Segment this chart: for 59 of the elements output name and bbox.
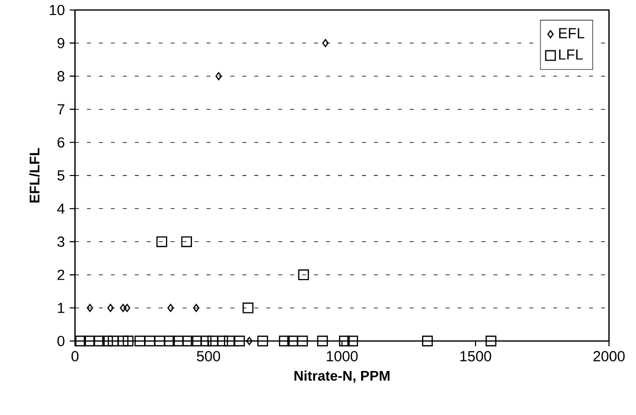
point <box>94 336 105 346</box>
point <box>322 39 329 48</box>
point <box>156 236 168 248</box>
y-tick-label: 1 <box>58 302 64 313</box>
point <box>347 336 358 346</box>
point <box>144 336 156 346</box>
point <box>339 336 350 346</box>
point <box>422 336 433 346</box>
point <box>297 336 308 346</box>
point <box>298 269 309 280</box>
point <box>122 336 134 346</box>
point <box>217 336 228 346</box>
point <box>246 336 253 346</box>
point <box>102 336 113 346</box>
point <box>287 336 298 346</box>
y-tick-label: 7 <box>58 104 64 114</box>
y-tick-label: 8 <box>57 71 64 82</box>
point <box>124 304 130 312</box>
y-tick-label: 9 <box>58 38 64 48</box>
legend-label: LFL <box>559 50 583 60</box>
y-tick-label: 5 <box>57 170 64 181</box>
point <box>317 336 328 346</box>
point <box>242 302 254 314</box>
point <box>215 72 222 80</box>
point <box>200 336 212 346</box>
legend-label: EFL <box>559 28 584 38</box>
point <box>86 304 94 312</box>
point <box>181 236 192 248</box>
x-tick-label: 500 <box>196 351 220 362</box>
x-tick-label: 2000 <box>593 351 625 362</box>
point <box>120 304 126 312</box>
point <box>193 304 200 312</box>
x-tick-label: 0 <box>72 351 78 362</box>
point <box>84 336 95 346</box>
point <box>182 336 194 346</box>
y-tick-label: 6 <box>58 137 64 148</box>
point <box>234 336 245 346</box>
y-tick-label: 0 <box>57 336 64 346</box>
y-tick-label: 10 <box>50 4 64 16</box>
y-tick-label: 2 <box>58 270 64 280</box>
point <box>134 336 146 346</box>
point <box>257 336 268 346</box>
x-tick-label: 1500 <box>460 351 492 362</box>
x-axis-title: Nitrate-N, PPM <box>294 370 390 383</box>
y-tick-label: 4 <box>57 204 65 214</box>
y-tick-label: 3 <box>57 236 64 247</box>
point <box>486 336 496 346</box>
x-tick-label: 1000 <box>326 351 358 362</box>
point <box>207 336 218 346</box>
point <box>224 336 235 346</box>
point <box>190 336 202 346</box>
point <box>154 336 166 346</box>
point <box>108 336 119 346</box>
point <box>172 336 184 346</box>
point <box>278 336 290 346</box>
point <box>164 336 175 346</box>
point <box>107 304 114 312</box>
point <box>167 304 174 312</box>
y-axis-title: EFL/LFL <box>29 148 40 202</box>
